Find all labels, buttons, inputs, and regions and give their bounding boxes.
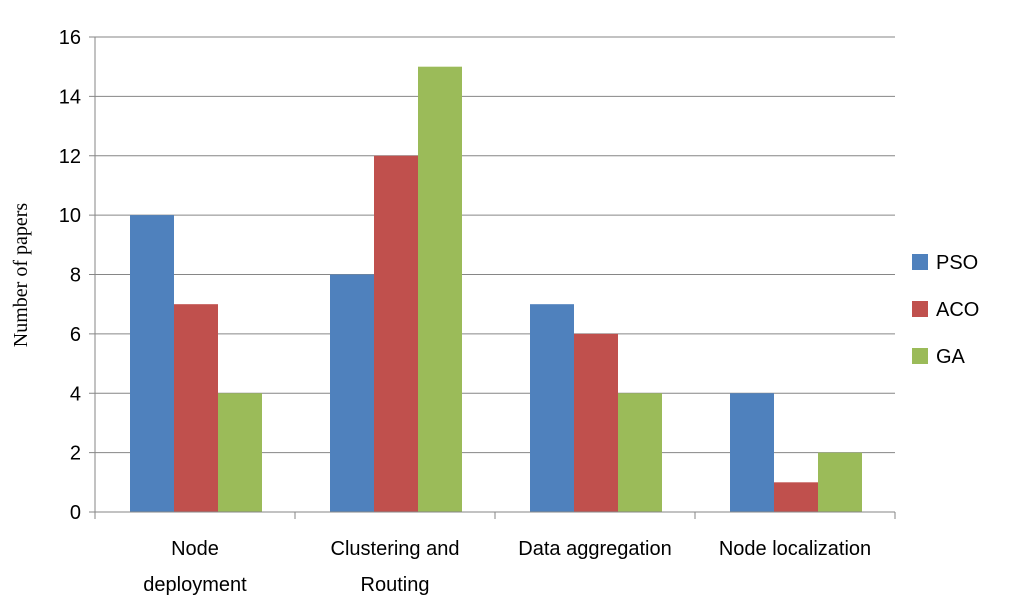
x-category-label: Data aggregation bbox=[518, 538, 671, 560]
bar-aco-2 bbox=[574, 333, 618, 512]
x-category-label: Routing bbox=[361, 574, 430, 596]
bar-ga-1 bbox=[418, 66, 462, 512]
x-category-label: Clustering and bbox=[331, 538, 460, 560]
legend-swatch-pso bbox=[912, 254, 928, 270]
axes bbox=[89, 36, 896, 519]
y-tick-label: 12 bbox=[59, 146, 81, 168]
bars bbox=[130, 66, 862, 512]
bar-aco-1 bbox=[374, 155, 418, 512]
y-tick-label: 6 bbox=[70, 324, 81, 346]
x-category-label: Node bbox=[171, 538, 219, 560]
legend-label-ga: GA bbox=[936, 346, 966, 368]
bar-aco-3 bbox=[774, 482, 818, 512]
y-axis-title: Number of papers bbox=[10, 203, 32, 348]
legend: PSO ACO GA bbox=[912, 252, 979, 368]
bar-pso-2 bbox=[530, 304, 574, 512]
y-tick-label: 0 bbox=[70, 502, 81, 524]
y-tick-label: 14 bbox=[59, 86, 81, 108]
y-tick-label: 10 bbox=[59, 205, 81, 227]
y-tick-label: 8 bbox=[70, 265, 81, 287]
bar-pso-1 bbox=[330, 274, 374, 512]
y-tick-label: 4 bbox=[70, 383, 81, 405]
bar-ga-0 bbox=[218, 393, 262, 512]
bar-ga-3 bbox=[818, 452, 862, 512]
legend-label-aco: ACO bbox=[936, 299, 979, 321]
bar-pso-0 bbox=[130, 215, 174, 512]
y-tick-labels: 0 2 4 6 8 10 12 14 16 bbox=[59, 27, 81, 524]
bar-ga-2 bbox=[618, 393, 662, 512]
legend-swatch-aco bbox=[912, 301, 928, 317]
x-category-label: deployment bbox=[143, 574, 247, 596]
bar-aco-0 bbox=[174, 304, 218, 512]
legend-swatch-ga bbox=[912, 348, 928, 364]
y-tick-label: 16 bbox=[59, 27, 81, 49]
x-category-labels: Node deployment Clustering and Routing Data … bbox=[143, 538, 871, 596]
bar-pso-3 bbox=[730, 393, 774, 512]
legend-label-pso: PSO bbox=[936, 252, 978, 274]
x-category-label: Node localization bbox=[719, 538, 871, 560]
y-tick-label: 2 bbox=[70, 443, 81, 465]
